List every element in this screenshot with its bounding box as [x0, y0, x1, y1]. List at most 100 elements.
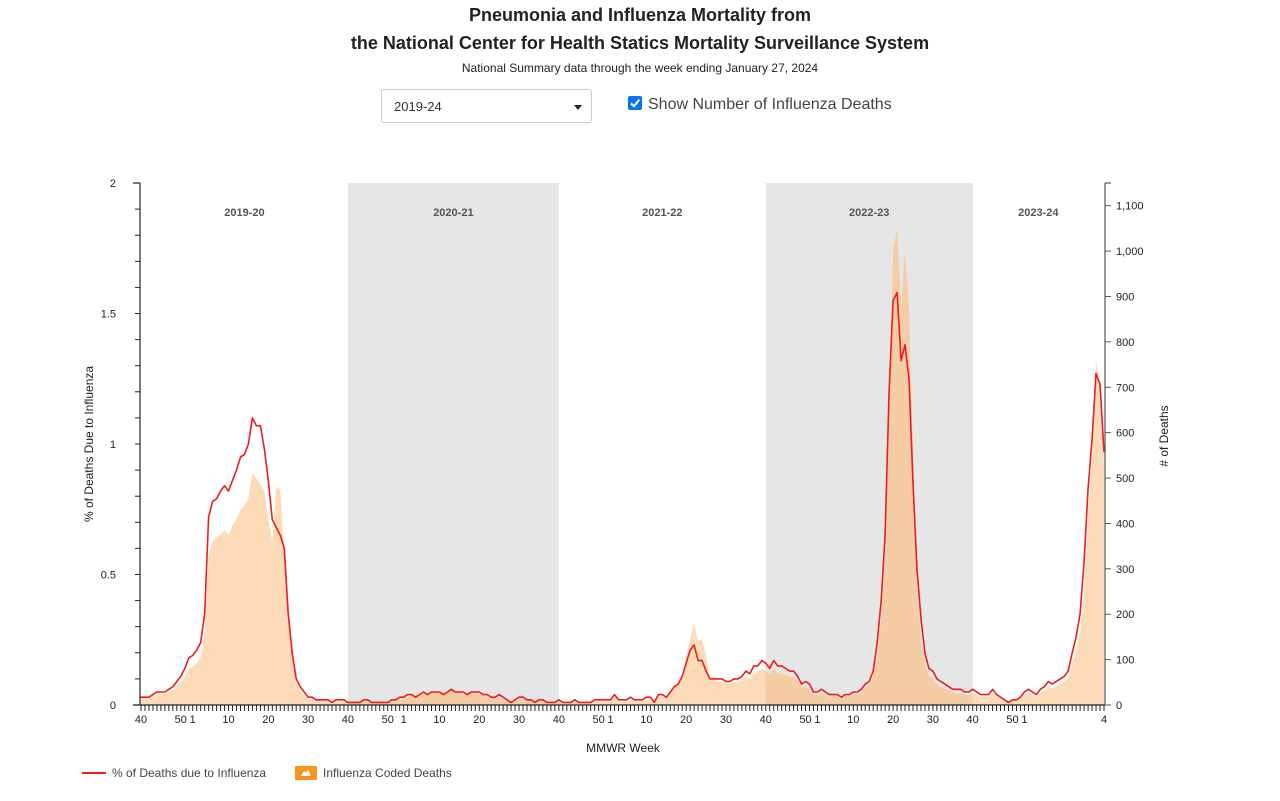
pct-point [745, 670, 747, 672]
pct-point [542, 699, 544, 701]
pct-point [144, 696, 146, 698]
season-select[interactable]: 2019-24 [381, 89, 592, 123]
pct-point [347, 701, 349, 704]
pct-point [904, 344, 906, 346]
x-tick-label: 10 [640, 714, 652, 726]
pct-point [259, 425, 261, 427]
pct-point [641, 699, 644, 701]
season-shade-2022-23 [765, 183, 973, 705]
show-deaths-checkbox[interactable] [628, 96, 642, 110]
pct-point [753, 665, 755, 667]
pct-point [534, 701, 536, 704]
pct-point [383, 701, 385, 704]
pct-point [263, 448, 265, 450]
pct-point [613, 694, 616, 696]
pct-point [741, 675, 743, 677]
y2-tick-label: 1,100 [1116, 201, 1144, 213]
x-tick-label: 10 [847, 714, 859, 726]
pct-point [1091, 438, 1093, 440]
pct-point [729, 680, 731, 683]
pct-point [629, 696, 632, 698]
pct-point [976, 691, 978, 693]
pct-point [1011, 699, 1014, 701]
pct-point [637, 699, 640, 701]
pct-point [1055, 680, 1057, 683]
y2-tick-label: 300 [1116, 564, 1134, 576]
pct-point [184, 667, 186, 670]
pct-point [956, 688, 958, 690]
pct-point [216, 498, 218, 500]
pct-point [562, 701, 564, 704]
x-tick-label: 40 [135, 714, 147, 726]
pct-point [160, 691, 162, 693]
pct-point [220, 490, 222, 492]
y-tick-label: 0 [110, 700, 116, 712]
chart-title-line1: Pneumonia and Influenza Mortality from [468, 5, 812, 25]
pct-point [152, 694, 154, 696]
pct-point [200, 641, 202, 644]
pct-point [801, 683, 803, 685]
pct-point [335, 699, 337, 701]
pct-point [379, 701, 381, 704]
pct-point [458, 691, 460, 693]
pct-point [765, 662, 767, 664]
chart-title-line2: the National Center for Health Statics M… [350, 33, 930, 53]
y-tick-label: 1.5 [101, 309, 116, 321]
caret-down-icon [574, 105, 582, 110]
pct-point [697, 660, 699, 662]
pct-point [856, 691, 858, 693]
pct-point [430, 691, 433, 693]
pct-point [757, 665, 759, 667]
pct-point [1031, 691, 1033, 693]
x-tick-label: 50 [382, 714, 394, 726]
season-label: 2023-24 [1018, 207, 1059, 219]
pct-point [669, 691, 671, 693]
pct-point [816, 691, 819, 693]
pct-point [434, 691, 437, 693]
x-tick-label: 10 [222, 714, 234, 726]
pct-point [769, 667, 771, 670]
pct-point [948, 686, 950, 688]
pct-point [657, 694, 659, 696]
pct-point [900, 359, 902, 362]
pct-point [733, 678, 735, 680]
pct-point [928, 667, 930, 670]
pct-point [438, 691, 441, 693]
y-tick-label: 2 [110, 178, 116, 190]
pct-point [912, 482, 914, 484]
y2-tick-label: 200 [1116, 609, 1134, 621]
pct-point [554, 701, 556, 704]
pct-point [204, 613, 206, 615]
pct-point [188, 657, 190, 659]
pct-point [355, 701, 357, 704]
pct-point [180, 675, 182, 677]
pct-point [506, 699, 508, 701]
pct-point [486, 694, 488, 696]
pct-point [387, 701, 389, 704]
x-tick-label: 50 [592, 714, 604, 726]
pct-point [227, 490, 230, 492]
y2-tick-label: 100 [1116, 655, 1134, 667]
pct-point [275, 526, 277, 529]
pct-point [1103, 451, 1105, 453]
pct-point [649, 696, 652, 698]
deaths-area-layer [141, 228, 1104, 705]
pct-point [785, 667, 787, 670]
pct-point [1099, 383, 1101, 385]
y-axis-title: % of Deaths Due to Influenza [82, 366, 96, 522]
pct-point [319, 699, 321, 701]
pct-point [267, 479, 269, 482]
pct-point [192, 654, 194, 657]
pct-point [920, 618, 922, 620]
pct-point [884, 534, 886, 537]
pct-point [840, 696, 843, 698]
pct-point [311, 696, 313, 698]
pct-point [598, 699, 600, 701]
x-tick-label: 50 [1006, 714, 1018, 726]
season-shade-2020-21 [347, 183, 559, 705]
pct-point [279, 534, 281, 537]
pct-point [996, 694, 998, 696]
pct-point [462, 691, 464, 693]
x-tick-label: 1 [814, 714, 820, 726]
pct-line-layer [140, 291, 1105, 704]
